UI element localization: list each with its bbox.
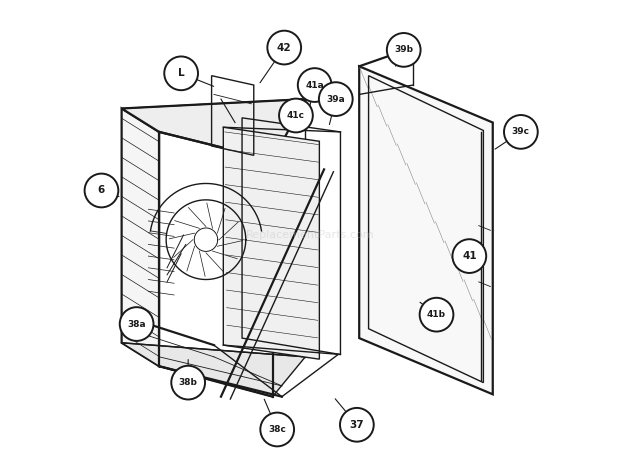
Polygon shape: [359, 66, 493, 394]
Circle shape: [84, 173, 118, 207]
Circle shape: [319, 82, 353, 116]
Text: ReplacementParts.com: ReplacementParts.com: [246, 230, 374, 240]
Circle shape: [504, 115, 538, 149]
Polygon shape: [122, 99, 305, 160]
Polygon shape: [122, 109, 159, 366]
Text: 39c: 39c: [512, 127, 530, 136]
Text: 41b: 41b: [427, 310, 446, 319]
Circle shape: [171, 366, 205, 400]
Circle shape: [340, 408, 374, 442]
Text: 41: 41: [462, 251, 477, 261]
Text: 39b: 39b: [394, 46, 413, 55]
Text: 38c: 38c: [268, 425, 286, 434]
Circle shape: [298, 68, 332, 102]
Circle shape: [164, 56, 198, 90]
Circle shape: [387, 33, 420, 67]
Polygon shape: [122, 343, 305, 397]
Text: 6: 6: [98, 186, 105, 196]
Circle shape: [279, 99, 313, 133]
Circle shape: [420, 298, 453, 331]
Circle shape: [120, 307, 154, 341]
Text: 39a: 39a: [326, 94, 345, 103]
Circle shape: [260, 413, 294, 446]
Text: 41c: 41c: [287, 111, 305, 120]
Text: 38b: 38b: [179, 378, 198, 387]
Text: 42: 42: [277, 43, 291, 53]
Text: L: L: [178, 68, 184, 78]
Polygon shape: [223, 127, 319, 359]
Text: 41a: 41a: [305, 80, 324, 90]
Circle shape: [453, 239, 486, 273]
Text: 37: 37: [350, 420, 364, 430]
Text: 38a: 38a: [127, 320, 146, 329]
Circle shape: [267, 31, 301, 64]
